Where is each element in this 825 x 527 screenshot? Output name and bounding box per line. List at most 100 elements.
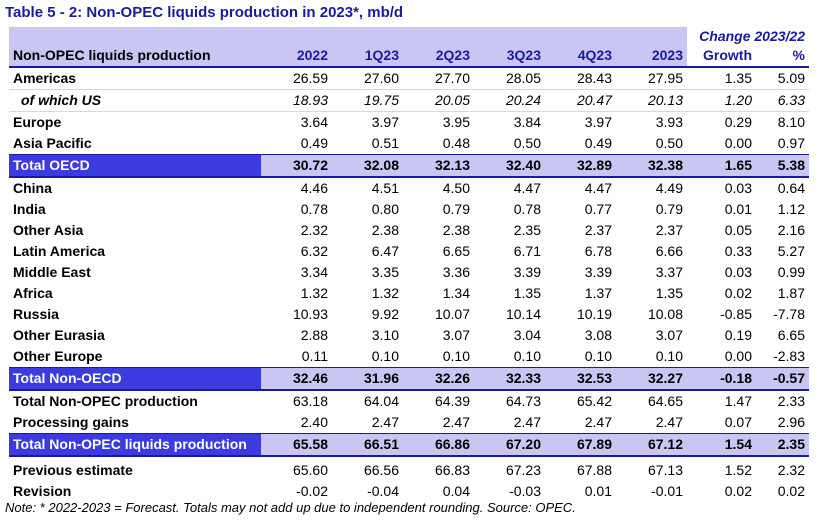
row-label: Russia (9, 304, 261, 325)
row-label: Other Europe (9, 346, 261, 368)
table-cell: 0.33 (687, 241, 756, 262)
table-cell: 6.66 (616, 241, 687, 262)
table-cell: 3.37 (616, 262, 687, 283)
table-cell: -0.18 (687, 367, 756, 390)
table-cell: -0.57 (756, 367, 809, 390)
table-row: Asia Pacific 0.49 0.51 0.48 0.50 0.49 0.50 0.00… (9, 133, 809, 155)
table-cell: 2.47 (616, 412, 687, 434)
table-cell: 6.33 (756, 89, 809, 112)
row-label: Total Non-OECD (9, 367, 261, 390)
table-cell: 1.87 (756, 283, 809, 304)
table-cell: 4.47 (545, 177, 616, 199)
table-cell: 0.77 (545, 199, 616, 220)
table-cell: 4.47 (474, 177, 545, 199)
table-cell: 31.96 (332, 367, 403, 390)
table-cell: -0.02 (261, 481, 332, 502)
table-cell: 3.04 (474, 325, 545, 346)
column-header: 2022 (261, 45, 332, 67)
table-row: Other Asia 2.32 2.38 2.38 2.35 2.37 2.37 0.05 2.… (9, 220, 809, 241)
table-cell: 65.58 (261, 433, 332, 456)
table-cell: 32.26 (403, 367, 474, 390)
table-cell: 18.93 (261, 89, 332, 112)
table-cell: 2.32 (756, 460, 809, 481)
table-cell: 2.47 (332, 412, 403, 434)
table-cell: 26.59 (261, 67, 332, 90)
row-label: Revision (9, 481, 261, 502)
table-cell: 28.05 (474, 67, 545, 90)
table-cell: 0.02 (687, 481, 756, 502)
table-title: Table 5 - 2: Non-OPEC liquids production… (5, 4, 404, 21)
table-cell: 3.10 (332, 325, 403, 346)
table-cell: 2.37 (616, 220, 687, 241)
table-cell: 32.40 (474, 154, 545, 177)
total-row: Total Non-OECD 32.46 31.96 32.26 32.33 32.53 3… (9, 367, 809, 390)
table-cell: 2.32 (261, 220, 332, 241)
table-cell: 1.54 (687, 433, 756, 456)
table-cell: -0.85 (687, 304, 756, 325)
table-cell: 0.00 (687, 133, 756, 155)
table-cell: 67.20 (474, 433, 545, 456)
header-row-columns: Non-OPEC liquids production 2022 1Q23 2Q… (9, 45, 809, 67)
table-cell: 2.38 (403, 220, 474, 241)
table-cell: 32.33 (474, 367, 545, 390)
table-cell: 65.42 (545, 390, 616, 412)
table-cell: 27.95 (616, 67, 687, 90)
table-cell: 1.32 (332, 283, 403, 304)
row-label: Previous estimate (9, 460, 261, 481)
table-cell: 32.38 (616, 154, 687, 177)
table-cell: 0.02 (687, 283, 756, 304)
table-cell: -0.01 (616, 481, 687, 502)
table-cell: 0.48 (403, 133, 474, 155)
table-cell: 0.49 (261, 133, 332, 155)
table-cell: 0.78 (474, 199, 545, 220)
row-label: Other Eurasia (9, 325, 261, 346)
table-cell: 6.32 (261, 241, 332, 262)
table-row: Russia 10.93 9.92 10.07 10.14 10.19 10.08 -0.85… (9, 304, 809, 325)
row-label: Total OECD (9, 154, 261, 177)
table-cell: 3.07 (616, 325, 687, 346)
table-cell: 5.38 (756, 154, 809, 177)
table-cell: 20.24 (474, 89, 545, 112)
table-cell: 6.65 (756, 325, 809, 346)
table-cell: 6.78 (545, 241, 616, 262)
table-cell: 8.10 (756, 111, 809, 133)
table-row: Previous estimate 65.60 66.56 66.83 67.23 67.… (9, 460, 809, 481)
table-cell: -0.03 (474, 481, 545, 502)
row-label: China (9, 177, 261, 199)
table-cell: 20.05 (403, 89, 474, 112)
column-header: 2023 (616, 45, 687, 67)
row-label: Africa (9, 283, 261, 304)
table-cell: 3.08 (545, 325, 616, 346)
column-header: 4Q23 (545, 45, 616, 67)
table-cell: 66.83 (403, 460, 474, 481)
table-cell: 65.60 (261, 460, 332, 481)
table-cell: 2.38 (332, 220, 403, 241)
row-label: Europe (9, 111, 261, 133)
row-label: Processing gains (9, 412, 261, 434)
table-cell: 2.88 (261, 325, 332, 346)
table-cell: 4.46 (261, 177, 332, 199)
table-cell: 27.70 (403, 67, 474, 90)
table-cell: 66.51 (332, 433, 403, 456)
table-cell: 32.08 (332, 154, 403, 177)
table-cell: 3.34 (261, 262, 332, 283)
table-cell: 0.10 (545, 346, 616, 368)
table-cell: 4.51 (332, 177, 403, 199)
table-cell: 2.33 (756, 390, 809, 412)
table-row: Other Europe 0.11 0.10 0.10 0.10 0.10 0.10 0.00… (9, 346, 809, 368)
table-cell: 0.49 (545, 133, 616, 155)
table-cell: 0.01 (545, 481, 616, 502)
table-cell: 3.97 (545, 111, 616, 133)
table-cell: 0.50 (474, 133, 545, 155)
table-cell: 0.10 (332, 346, 403, 368)
table-cell: 0.04 (403, 481, 474, 502)
table-cell: 3.97 (332, 111, 403, 133)
table-cell: 67.13 (616, 460, 687, 481)
table-cell: 6.71 (474, 241, 545, 262)
row-label-header: Non-OPEC liquids production (9, 45, 261, 67)
table-cell: 2.47 (403, 412, 474, 434)
table-cell: 64.73 (474, 390, 545, 412)
table-cell: 0.51 (332, 133, 403, 155)
table-cell: 6.65 (403, 241, 474, 262)
table-cell: 10.93 (261, 304, 332, 325)
